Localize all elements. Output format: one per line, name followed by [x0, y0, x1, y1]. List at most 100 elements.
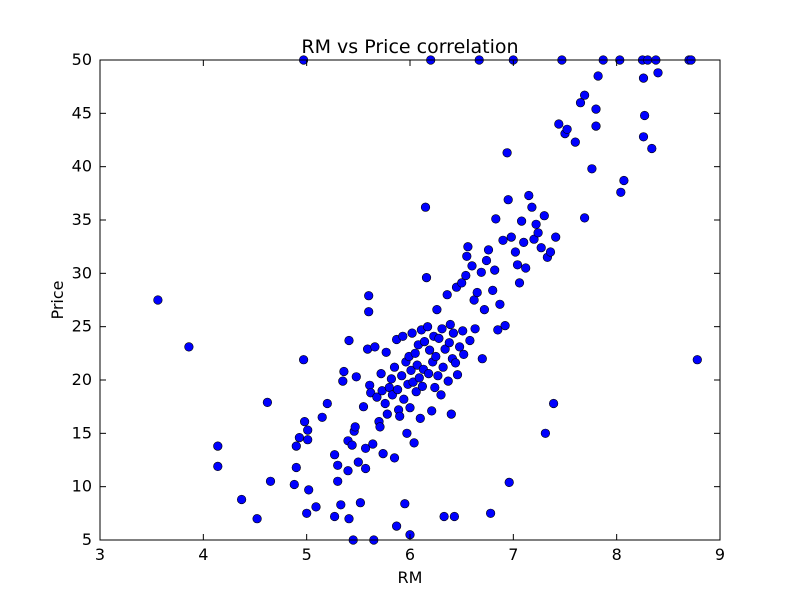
data-point — [336, 500, 346, 510]
data-point — [370, 342, 380, 352]
data-point — [364, 291, 374, 301]
data-point — [510, 247, 521, 257]
data-point — [333, 460, 343, 470]
data-point — [446, 409, 456, 419]
data-point — [153, 295, 163, 305]
data-point — [411, 387, 421, 397]
data-point — [351, 372, 361, 382]
data-point — [653, 68, 663, 78]
plot-area — [153, 55, 702, 545]
data-point — [291, 462, 301, 473]
data-point — [575, 98, 586, 108]
data-point — [300, 417, 310, 427]
data-point — [294, 433, 305, 443]
data-point — [498, 235, 508, 245]
data-point — [443, 376, 453, 386]
data-point — [338, 376, 348, 386]
data-point — [417, 381, 428, 392]
data-point — [457, 278, 467, 288]
data-point — [423, 322, 433, 332]
data-point — [380, 398, 390, 409]
y-axis-label: Price — [48, 280, 67, 319]
x-tick-label: 6 — [405, 545, 415, 564]
data-point — [344, 335, 354, 346]
data-point — [311, 502, 321, 512]
data-point — [502, 148, 512, 158]
data-point — [638, 73, 649, 83]
y-tick-label: 10 — [72, 477, 92, 496]
data-point — [449, 511, 460, 522]
data-point — [339, 366, 349, 377]
y-tick-label: 25 — [72, 317, 92, 336]
data-point — [529, 234, 539, 244]
data-point — [432, 305, 442, 315]
y-tick-label: 35 — [72, 210, 92, 229]
data-point — [425, 345, 435, 355]
data-point — [376, 369, 386, 379]
data-point — [437, 324, 447, 334]
data-point — [647, 143, 657, 154]
data-point — [317, 412, 327, 422]
y-tick-label: 40 — [72, 157, 92, 176]
data-point — [372, 392, 382, 402]
data-point — [491, 214, 501, 224]
data-point — [440, 344, 450, 354]
data-point — [381, 347, 391, 357]
data-point — [436, 390, 446, 400]
data-point — [333, 476, 343, 486]
data-point — [439, 511, 449, 522]
data-point — [430, 382, 440, 393]
data-point — [445, 319, 455, 330]
data-point — [378, 449, 388, 459]
data-point — [421, 273, 432, 283]
data-point — [368, 439, 378, 449]
x-tick-label: 7 — [508, 545, 518, 564]
data-point — [358, 402, 369, 412]
data-point — [461, 270, 471, 281]
x-tick-label: 4 — [198, 545, 208, 564]
data-point — [398, 331, 408, 341]
data-point — [410, 348, 420, 358]
data-point — [409, 438, 419, 448]
data-point — [405, 403, 415, 413]
data-point — [512, 260, 523, 270]
x-axis-label: RM — [398, 568, 423, 587]
y-tick-label: 5 — [82, 530, 92, 549]
data-point — [386, 374, 397, 384]
data-point — [539, 211, 549, 221]
data-point — [500, 321, 510, 331]
data-point — [213, 461, 223, 472]
x-tick-label: 8 — [612, 545, 622, 564]
data-point — [392, 521, 402, 531]
data-point — [406, 365, 416, 376]
x-tick-label: 9 — [715, 545, 725, 564]
data-point — [375, 422, 385, 432]
y-tick-label: 20 — [72, 370, 92, 389]
data-point — [389, 453, 400, 463]
data-point — [470, 324, 480, 334]
data-point — [397, 371, 407, 381]
data-point — [455, 342, 465, 352]
y-tick-label: 15 — [72, 423, 92, 442]
data-point — [516, 216, 527, 226]
data-point — [448, 328, 459, 338]
data-point — [452, 370, 463, 380]
data-point — [616, 187, 626, 197]
data-point — [184, 342, 194, 352]
x-tick-label: 3 — [95, 545, 105, 564]
data-point — [414, 373, 424, 383]
data-point — [486, 508, 496, 518]
y-tick-label: 50 — [72, 50, 92, 69]
data-point — [463, 242, 473, 252]
data-point — [579, 213, 590, 223]
data-point — [330, 450, 340, 460]
data-point — [444, 338, 454, 348]
data-point — [519, 237, 529, 247]
data-point — [213, 441, 223, 451]
data-point — [483, 245, 494, 255]
chart-title: RM vs Price correlation — [301, 36, 518, 58]
data-point — [490, 265, 500, 275]
data-point — [434, 333, 444, 344]
data-point — [524, 190, 534, 201]
data-point — [458, 326, 468, 336]
